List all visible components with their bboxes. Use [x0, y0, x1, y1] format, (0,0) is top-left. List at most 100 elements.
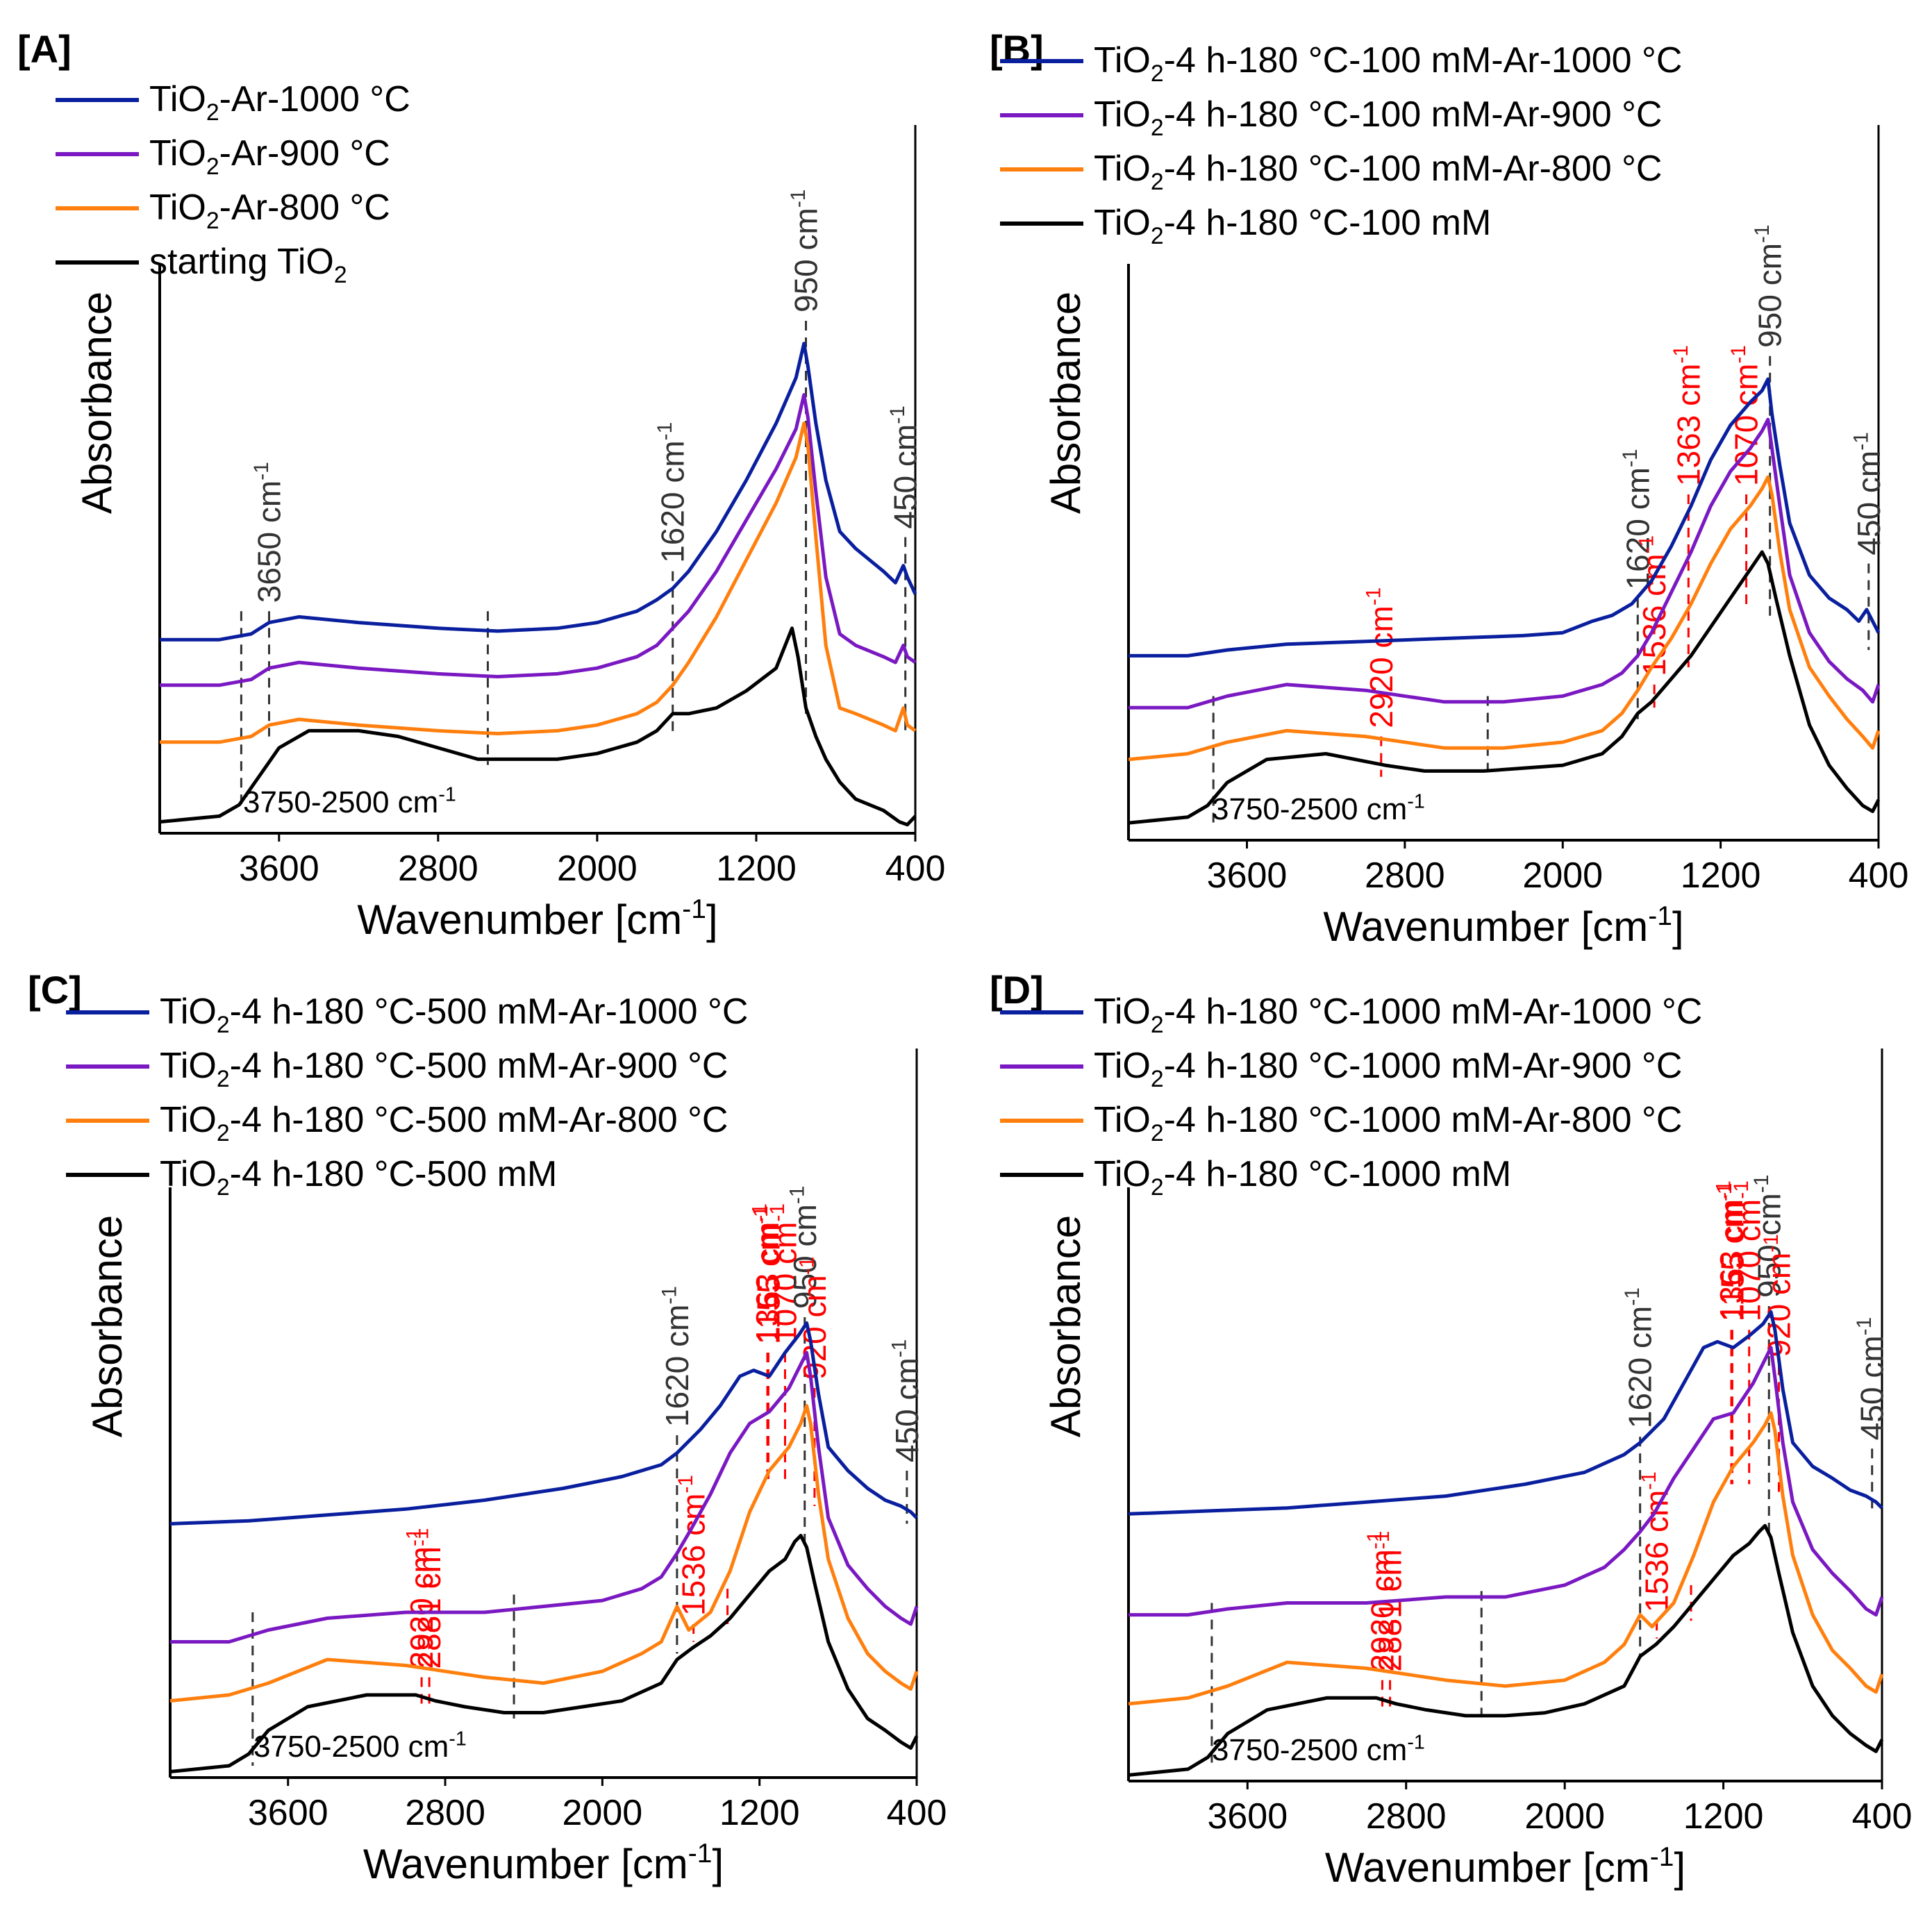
y-axis-label: Absorbance — [84, 1215, 131, 1437]
x-tick-label: 2000 — [1524, 1796, 1605, 1837]
annotation-label: 1070 cm-1​ — [1727, 345, 1764, 486]
legend-label: TiO2​-4 h-180 °C-500 mM-Ar-900 °C — [160, 1046, 728, 1092]
annotation-label: 450 cm-1​ — [1853, 1317, 1890, 1440]
panel-label: [B] — [990, 27, 1044, 71]
annotation-label: 1070 cm-1​ — [1730, 1180, 1767, 1321]
legend-label: starting TiO2​ — [149, 242, 347, 288]
x-axis-label: Wavenumber [cm-1​] — [363, 1839, 724, 1887]
annotation-label: 950 cm-1​ — [1750, 1175, 1787, 1298]
annotation-label: 1363 cm-1​ — [1713, 1180, 1749, 1321]
region-label: 3750-2500 cm-1​ — [1212, 1731, 1425, 1767]
annotation-label: 3650 cm-1​ — [250, 462, 287, 603]
legend-label: TiO2​-Ar-1000 °C — [149, 79, 410, 126]
x-tick-label: 2800 — [1366, 1796, 1447, 1837]
legend-label: TiO2​-4 h-180 °C-100 mM-Ar-1000 °C — [1094, 40, 1682, 87]
annotation-label: 1620 cm-1​ — [653, 422, 690, 563]
annotation-label: 2881 cm-1​ — [1371, 1531, 1408, 1672]
legend-label: TiO2​-4 h-180 °C-100 mM-Ar-900 °C — [1094, 94, 1662, 141]
series-line-blue — [169, 1321, 918, 1526]
x-tick-label: 3600 — [248, 1793, 328, 1833]
x-axis-label: Wavenumber [cm-1​] — [357, 894, 717, 943]
x-tick-label: 1200 — [719, 1793, 800, 1833]
panel-c: 3600 2800 2000 1200 400 Wavenumber [cm-1​] Abs… — [28, 968, 947, 1887]
annotation-label: 1620 cm-1​ — [1621, 1287, 1658, 1428]
x-tick-label: 2800 — [1365, 855, 1445, 896]
series-line-black — [1128, 1523, 1884, 1777]
panel-d: 3600 2800 2000 1200 400 Wavenumber [cm-1​] Abs… — [990, 968, 1912, 1891]
annotation-label: 1536 cm-1​ — [1638, 1471, 1674, 1612]
annotation-label: 950 cm-1​ — [787, 190, 824, 312]
series-line-blue — [1129, 377, 1881, 658]
annotation-label: 1620 cm-1​ — [1619, 449, 1656, 590]
panel-a: 3600 2800 2000 1200 400 Wavenumber [cm-1​] Abs… — [17, 27, 945, 943]
x-tick-label: 2800 — [405, 1793, 485, 1833]
annotation-label: 920 cm-1​ — [1760, 1234, 1797, 1357]
series-line-orange — [1128, 475, 1881, 762]
y-axis-label: Absorbance — [1042, 1215, 1089, 1437]
annotation-label: 1155 cm-1​ — [1713, 1183, 1750, 1322]
y-axis-label: Absorbance — [74, 292, 120, 514]
panel-label: [A] — [17, 27, 72, 71]
annotation-label: 450 cm-1​ — [886, 406, 923, 528]
x-tick-label: 2000 — [563, 1793, 643, 1833]
x-tick-label: 2000 — [557, 849, 638, 889]
legend-label: TiO2​-4 h-180 °C-500 mM-Ar-1000 °C — [160, 992, 748, 1038]
series-line-purple — [1129, 417, 1881, 710]
x-tick-label: 3600 — [1207, 855, 1288, 896]
annotation-label: 2881 cm-1​ — [410, 1528, 447, 1669]
annotation-label: 1620 cm-1​ — [658, 1286, 694, 1427]
annotation-label: 950 cm-1​ — [1751, 224, 1788, 347]
series-line-orange — [169, 1404, 919, 1703]
x-axis-label: Wavenumber [cm-1​] — [1325, 1842, 1685, 1891]
series-line-purple — [160, 393, 917, 687]
x-tick-label: 1200 — [1681, 855, 1761, 896]
annotation-label: 1070 cm-1​ — [766, 1203, 803, 1344]
legend-label: TiO2​-4 h-180 °C-1000 mM-Ar-800 °C — [1094, 1100, 1682, 1146]
legend-label: TiO2​-Ar-800 °C — [149, 187, 390, 234]
legend-label: TiO2​-4 h-180 °C-1000 mM-Ar-900 °C — [1094, 1046, 1682, 1092]
legend-label: TiO2​-4 h-180 °C-1000 mM — [1094, 1154, 1511, 1201]
x-tick-label: 2800 — [398, 849, 478, 889]
series-line-purple — [170, 1351, 919, 1644]
series-line-blue — [1128, 1310, 1883, 1516]
series-line-black — [159, 626, 917, 827]
series-line-black — [169, 1534, 919, 1773]
legend-label: TiO2​-4 h-180 °C-1000 mM-Ar-1000 °C — [1094, 992, 1702, 1038]
x-tick-label: 1200 — [1683, 1796, 1764, 1837]
annotation-label: 1363 cm-1​ — [749, 1203, 785, 1344]
x-tick-label: 3600 — [1207, 1796, 1288, 1837]
x-tick-label: 400 — [887, 1793, 947, 1833]
annotation-label: 450 cm-1​ — [888, 1339, 924, 1462]
legend-label: TiO2​-4 h-180 °C-500 mM-Ar-800 °C — [160, 1100, 728, 1146]
legend-label: TiO2​-4 h-180 °C-100 mM — [1094, 203, 1491, 249]
region-label: 3750-2500 cm-1​ — [243, 783, 456, 819]
x-axis-label: Wavenumber [cm-1​] — [1323, 901, 1683, 950]
x-tick-label: 3600 — [239, 849, 319, 889]
legend-label: TiO2​-4 h-180 °C-100 mM-Ar-800 °C — [1094, 149, 1662, 195]
panel-label: [D] — [990, 968, 1044, 1012]
y-axis-label: Absorbance — [1042, 292, 1089, 514]
series-line-orange — [1128, 1411, 1884, 1706]
annotation-label: 2920 cm-1​ — [1362, 587, 1399, 728]
series-line-purple — [1129, 1346, 1884, 1617]
series-line-black — [1128, 550, 1881, 825]
annotation-label: 1536 cm-1​ — [674, 1475, 711, 1616]
annotation-label: 950 cm-1​ — [785, 1186, 822, 1309]
x-tick-label: 400 — [1849, 855, 1909, 896]
series-line-orange — [160, 421, 917, 744]
annotation-label: 2920 cm-1​ — [403, 1528, 440, 1669]
region-label: 3750-2500 cm-1​ — [1212, 790, 1425, 826]
region-label: 3750-2500 cm-1​ — [253, 1728, 467, 1764]
legend-label: TiO2​-4 h-180 °C-500 mM — [160, 1154, 557, 1201]
series-line-blue — [160, 342, 917, 642]
annotation-label: 1155 cm-1​ — [749, 1205, 786, 1344]
panel-b: 3600 2800 2000 1200 400 Wavenumber [cm-1​] Abs… — [990, 27, 1908, 950]
annotation-label: 2920 cm-1​ — [1363, 1531, 1400, 1672]
x-tick-label: 400 — [1852, 1796, 1913, 1837]
annotation-label: 1363 cm-1​ — [1669, 345, 1706, 486]
x-tick-label: 400 — [885, 849, 946, 889]
annotation-label: 450 cm-1​ — [1849, 432, 1886, 555]
legend-label: TiO2​-Ar-900 °C — [149, 133, 390, 180]
x-tick-label: 2000 — [1522, 855, 1603, 896]
